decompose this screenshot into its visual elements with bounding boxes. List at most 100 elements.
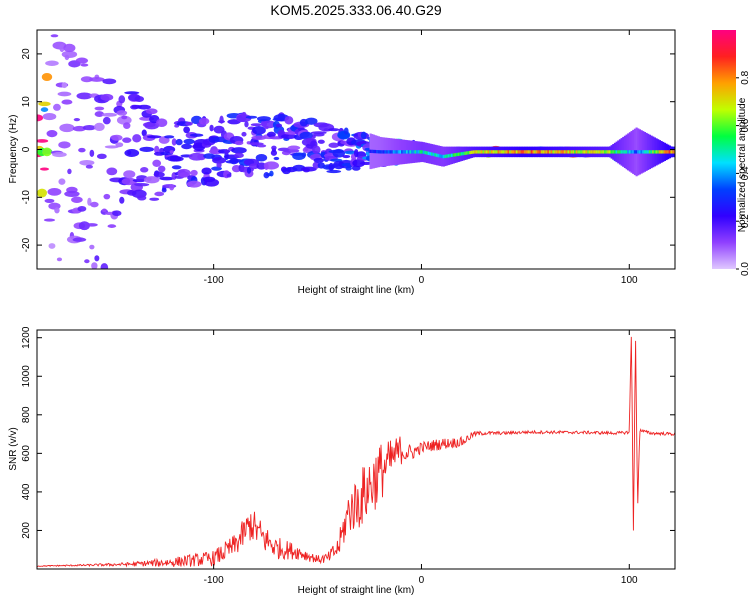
spectrogram-ridge-cell: [482, 150, 485, 154]
spectrogram-cell: [226, 173, 232, 178]
spectrogram-ridge-cell: [642, 150, 645, 154]
spectrogram-cell: [141, 129, 147, 137]
spectrogram-cell: [54, 207, 60, 214]
snr-series-line: [37, 336, 675, 568]
spectrogram-y-ticks: -20 -10 0 10 20: [21, 48, 675, 252]
spectrogram-cell: [248, 163, 259, 170]
spectrogram-cell: [79, 159, 95, 166]
spectrogram-ridge-cell: [632, 150, 635, 154]
spectrogram-ridge-cell: [539, 150, 542, 154]
spectrogram-cell: [106, 167, 118, 176]
colorbar-tick-label: 0.4: [740, 166, 750, 180]
spectrogram-ridge-cell: [672, 150, 675, 154]
spectrogram-ridge-cell: [529, 150, 532, 154]
spectrogram-ridge-cell: [635, 150, 638, 154]
spectrogram-cell: [42, 113, 57, 121]
spectrogram-ridge-cell: [519, 150, 522, 154]
colorbar-ticks: 0.0 0.2 0.4 0.6 0.8: [736, 70, 750, 276]
x-tick-label: 100: [621, 575, 638, 586]
spectrogram-cell: [94, 106, 105, 111]
spectrogram-cell: [94, 255, 100, 262]
spectrogram-cell: [134, 96, 145, 103]
spectrogram-cell: [263, 161, 280, 170]
spectrogram-ridge-cell: [417, 150, 420, 154]
spectrogram-cell: [241, 131, 247, 137]
spectrogram-ridge-cell: [472, 150, 475, 154]
spectrogram-cell: [39, 167, 50, 171]
spectrogram-cell: [78, 221, 90, 231]
spectrogram-ridge-cell: [660, 150, 663, 154]
spectrogram-cell: [328, 142, 340, 148]
colorbar-label: Normalized spectral amplitude: [737, 97, 748, 232]
spectrogram-cell: [224, 149, 229, 156]
spectrogram-cell: [186, 180, 202, 188]
spectrogram-ridge-cell: [605, 150, 608, 154]
spectrogram-ridge-cell: [673, 150, 675, 154]
spectrogram-cell: [183, 138, 195, 145]
colorbar-tick-label: 0.8: [740, 70, 750, 84]
spectrogram-cell: [153, 171, 165, 178]
spectrogram-cell: [154, 191, 165, 197]
spectrogram-ridge-cell: [640, 150, 643, 154]
spectrogram-x-ticks: -100 0 100: [204, 30, 638, 286]
spectrogram-ridge-cell: [407, 150, 410, 154]
spectrogram-cell: [101, 112, 117, 117]
spectrogram-ridge-cell: [494, 150, 497, 154]
spectrogram-cell: [159, 176, 175, 181]
spectrogram-cell: [190, 169, 198, 176]
spectrogram-cell: [38, 101, 51, 107]
spectrogram-ridge-cell: [374, 149, 377, 154]
snr-x-axis-label: Height of straight line (km): [298, 585, 415, 596]
spectrogram-cell: [78, 147, 86, 153]
spectrogram-cell: [100, 93, 114, 101]
spectrogram-ridge-cell: [427, 151, 430, 155]
spectrogram-ridge-cell: [399, 150, 402, 154]
x-tick-label: -100: [204, 575, 224, 586]
spectrogram-ridge-cell: [454, 153, 457, 157]
spectrogram-cell: [124, 149, 140, 157]
spectrogram-cell: [96, 153, 107, 160]
spectrogram-cell: [284, 116, 294, 125]
spectrogram-cell: [101, 208, 107, 213]
colorbar-tick-label: 0.2: [740, 214, 750, 228]
spectrogram-ridge-cell: [429, 152, 432, 156]
spectrogram-cell: [175, 138, 183, 146]
spectrogram-ridge-cell: [397, 150, 400, 154]
spectrogram-ridge-cell: [552, 150, 555, 154]
x-tick-label: 0: [419, 575, 425, 586]
spectrogram-ridge-cell: [667, 150, 670, 154]
spectrogram-cell: [169, 183, 175, 191]
spectrogram-ridge-cell: [663, 150, 666, 154]
spectrogram-ridge-cell: [610, 150, 613, 154]
spectrogram-cell: [61, 82, 68, 89]
spectrogram-ridge-cell: [475, 150, 479, 154]
spectrogram-cell: [256, 144, 267, 148]
spectrogram-ridge-cell: [386, 150, 389, 154]
spectrogram-cell: [42, 147, 52, 157]
spectrogram-ridge-cell: [450, 153, 454, 158]
spectrogram-ridge-cell: [623, 150, 627, 154]
spectrogram-ridge-cell: [525, 150, 528, 154]
spectrogram-cell: [132, 134, 142, 143]
spectrogram-ridge-cell: [510, 150, 514, 154]
spectrogram-ridge-cell: [406, 150, 409, 154]
spectrogram-ridge-cell: [658, 150, 661, 154]
spectrogram-ridge-cell: [464, 151, 467, 155]
y-tick-label: 1200: [21, 326, 32, 349]
spectrogram-ridge-cell: [625, 150, 628, 154]
spectrogram-ridge-cell: [372, 149, 376, 154]
spectrogram-ridge-cell: [431, 152, 434, 156]
colorbar: 0.0 0.2 0.4 0.6 0.8 Normalized spectral ampl…: [712, 30, 750, 276]
spectrogram-cell: [359, 161, 373, 165]
spectrogram-ridge-cell: [487, 150, 490, 154]
spectrogram-cell: [219, 115, 224, 124]
spectrogram-ridge-cell: [490, 150, 494, 154]
spectrogram-ridge-cell: [452, 153, 455, 157]
spectrogram-ridge-cell: [670, 150, 673, 154]
spectrogram-heatmap: [37, 34, 675, 269]
spectrogram-ridge-cell: [449, 153, 452, 158]
spectrogram-ridge-cell: [369, 149, 372, 153]
spectrogram-ridge-cell: [620, 150, 623, 154]
spectrogram-ridge-cell: [557, 150, 560, 154]
